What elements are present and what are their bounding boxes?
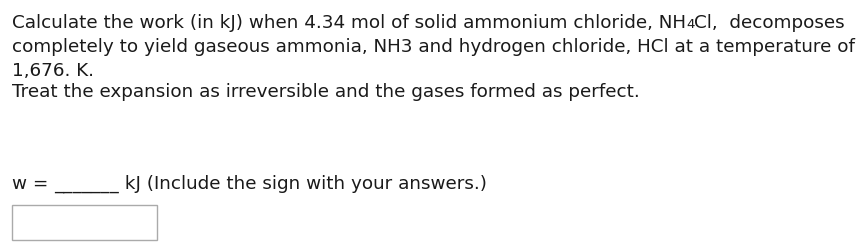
Text: completely to yield gaseous ammonia, NH3 and hydrogen chloride, HCl at a tempera: completely to yield gaseous ammonia, NH3… [12,38,855,56]
Text: kJ (Include the sign with your answers.): kJ (Include the sign with your answers.) [119,175,487,193]
Text: _______: _______ [54,175,119,193]
Text: w =: w = [12,175,54,193]
Bar [12,205,157,240]
Text: Treat the expansion as irreversible and the gases formed as perfect.: Treat the expansion as irreversible and … [12,83,640,101]
Text: Cl,  decomposes: Cl, decomposes [695,14,845,32]
Text: 1,676. K.: 1,676. K. [12,62,94,80]
Text: Calculate the work (in kJ) when 4.34 mol of solid ammonium chloride, NH: Calculate the work (in kJ) when 4.34 mol… [12,14,686,32]
Text: 4: 4 [686,18,695,31]
